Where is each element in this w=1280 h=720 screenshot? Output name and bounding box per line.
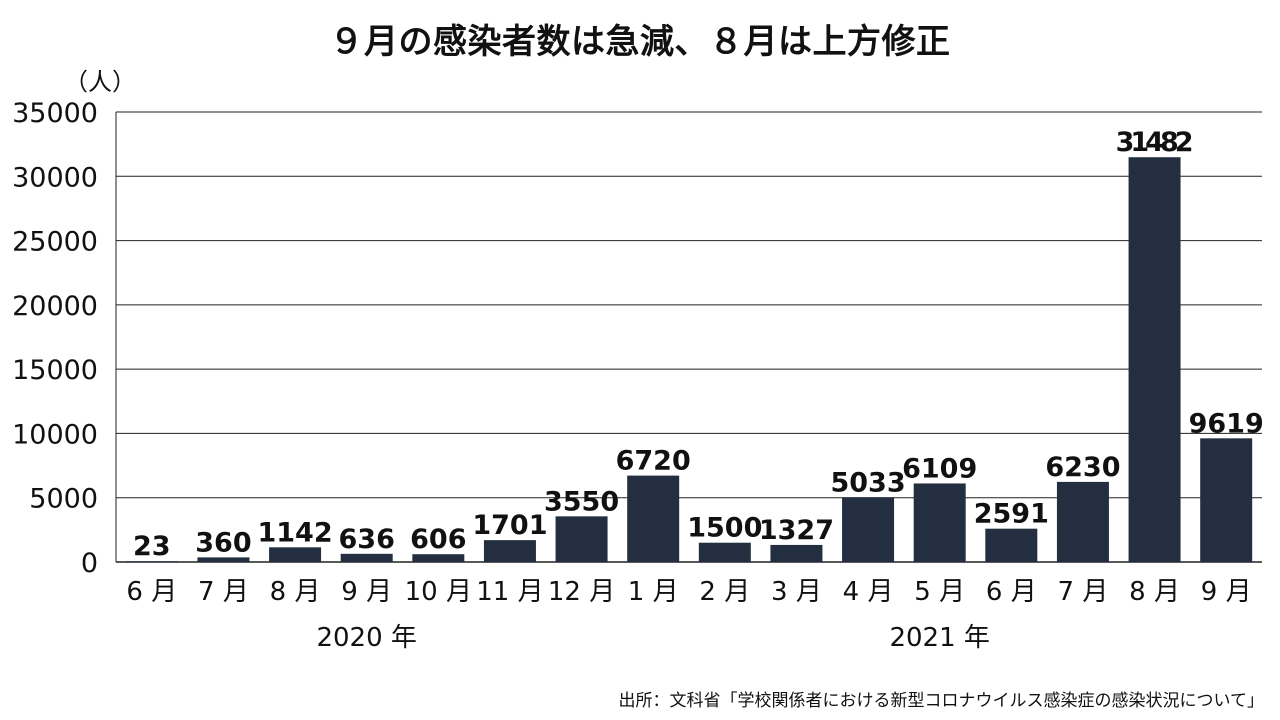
bar: [555, 516, 608, 562]
bar: [125, 561, 178, 562]
x-category-label: 10 月: [405, 577, 472, 607]
bar: [269, 547, 322, 562]
bar-value-label: 6109: [902, 453, 977, 484]
y-tick-label: 20000: [12, 291, 98, 322]
bar-value-label: 1142: [257, 517, 332, 548]
x-category-label: 6 月: [986, 577, 1037, 607]
year-group-label: 2020 年: [316, 623, 416, 653]
x-category-label: 5 月: [914, 577, 965, 607]
y-tick-label: 10000: [12, 419, 98, 450]
bar: [1056, 481, 1109, 562]
bar-value-label: 2591: [974, 499, 1049, 530]
x-category-label: 11 月: [476, 577, 543, 607]
y-tick-label: 25000: [12, 227, 98, 258]
bar-value-label: 31482: [1116, 127, 1194, 158]
bar: [698, 542, 751, 562]
bar-value-label: 3550: [544, 486, 619, 517]
x-category-label: 2 月: [699, 577, 750, 607]
year-group-label: 2021 年: [889, 623, 989, 653]
y-tick-label: 0: [81, 548, 98, 579]
source-note: 出所：文科省「学校関係者における新型コロナウイルス感染症の感染状況について」: [618, 691, 1265, 711]
x-category-label: 4 月: [843, 577, 894, 607]
bar: [985, 528, 1038, 562]
bar: [197, 557, 250, 562]
x-category-label: 12 月: [548, 577, 615, 607]
x-category-label: 3 月: [771, 577, 822, 607]
x-category-label: 7 月: [1058, 577, 1109, 607]
bar-value-label: 1327: [759, 515, 834, 546]
y-tick-label: 35000: [12, 98, 98, 129]
x-category-label: 6 月: [126, 577, 177, 607]
x-category-label: 8 月: [1129, 577, 1180, 607]
bar: [1200, 438, 1253, 562]
y-tick-label: 15000: [12, 355, 98, 386]
y-tick-label: 5000: [29, 484, 98, 515]
bar: [340, 553, 393, 562]
x-category-label: 1 月: [628, 577, 679, 607]
bar: [1128, 157, 1181, 562]
bar-value-label: 606: [410, 524, 466, 555]
bar: [842, 497, 895, 562]
bar: [483, 540, 536, 562]
bar-value-label: 636: [339, 524, 395, 555]
x-category-label: 9 月: [1201, 577, 1252, 607]
bar-value-label: 1500: [687, 513, 762, 544]
bar-value-label: 23: [133, 531, 171, 562]
bar-value-label: 5033: [830, 467, 905, 498]
bar-value-label: 9619: [1189, 408, 1264, 439]
y-tick-label: 30000: [12, 162, 98, 193]
x-category-label: 7 月: [198, 577, 249, 607]
bar-value-label: 6720: [616, 446, 691, 477]
bar: [913, 483, 966, 562]
chart-title: ９月の感染者数は急減、８月は上方修正: [329, 22, 951, 62]
y-axis-unit-label: （人）: [64, 68, 136, 96]
bar: [412, 554, 465, 562]
bar-value-label: 6230: [1045, 452, 1120, 483]
bar-value-label: 360: [195, 527, 251, 558]
bar-value-label: 1701: [472, 510, 547, 541]
x-category-label: 8 月: [270, 577, 321, 607]
bar: [627, 475, 680, 562]
bar: [770, 544, 823, 562]
x-category-label: 9 月: [341, 577, 392, 607]
